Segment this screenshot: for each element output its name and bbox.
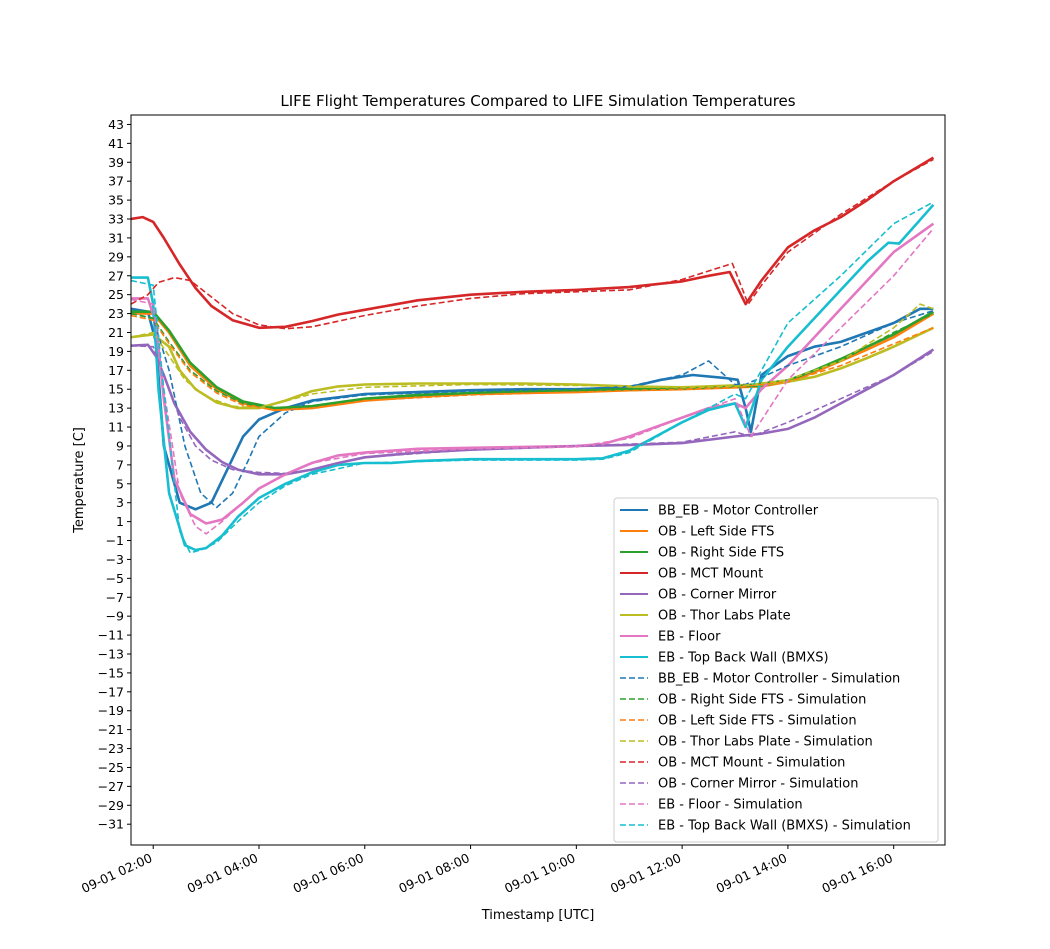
y-axis: 434139373533312927252321191715131197531−… [98,117,131,832]
y-tick-label: 27 [108,268,124,283]
legend-label: BB_EB - Motor Controller - Simulation [658,672,900,687]
series-line-9 [131,309,934,509]
y-tick-label: 21 [108,325,124,340]
y-tick-label: −5 [106,571,124,586]
x-tick-label: 09-01 02:00 [79,850,155,896]
y-tick-label: −13 [98,646,124,661]
legend-label: EB - Floor - Simulation [658,798,803,813]
y-tick-label: 23 [108,306,124,321]
y-tick-label: 3 [116,495,124,510]
y-tick-label: −3 [106,552,124,567]
y-tick-label: 33 [108,212,124,227]
legend-label: EB - Top Back Wall (BMXS) - Simulation [658,819,911,834]
y-tick-label: 25 [108,287,124,302]
x-tick-label: 09-01 08:00 [396,850,472,896]
legend-label: OB - Left Side FTS - Simulation [658,714,857,729]
legend-label: EB - Floor [658,630,721,645]
y-tick-label: −15 [98,665,124,680]
legend-label: OB - Corner Mirror [658,588,777,603]
series-line-8 [131,203,935,552]
x-tick-label: 09-01 16:00 [819,850,895,896]
series-line-2 [131,312,935,412]
y-tick-label: −29 [98,798,124,813]
y-tick-label: 37 [108,174,124,189]
y-tick-label: −11 [98,628,124,643]
y-tick-label: 17 [108,363,124,378]
y-tick-label: 31 [108,230,124,245]
legend: BB_EB - Motor Controller OB - Left Side F… [613,497,939,843]
legend-label: OB - Right Side FTS - Simulation [658,693,866,708]
legend-label: OB - Thor Labs Plate - Simulation [658,735,873,750]
y-tick-label: 1 [116,514,124,529]
y-tick-label: −21 [98,722,124,737]
y-tick-label: 29 [108,249,124,264]
y-tick-label: 39 [108,155,124,170]
y-tick-label: −27 [98,779,124,794]
y-tick-label: −1 [106,533,124,548]
x-tick-label: 09-01 06:00 [291,850,367,896]
plot-frame [130,114,946,846]
legend-label: OB - Corner Mirror - Simulation [658,777,858,792]
series-line-4 [131,156,935,330]
y-tick-label: 5 [116,476,124,491]
legend-label: EB - Top Back Wall (BMXS) [658,651,829,666]
y-tick-label: 11 [108,420,124,435]
plot-layer [131,156,935,554]
y-tick-label: −19 [98,703,124,718]
x-tick-label: 09-01 04:00 [185,850,261,896]
series-line-6 [131,326,934,410]
y-tick-label: −31 [98,817,124,832]
y-tick-label: −17 [98,684,124,699]
y-tick-label: −9 [106,609,124,624]
series-line-12 [131,303,934,409]
y-tick-label: −7 [106,590,124,605]
legend-label: OB - Thor Labs Plate [658,609,791,624]
legend-label: BB_EB - Motor Controller [658,504,819,519]
legend-label: OB - Right Side FTS [658,546,784,561]
y-tick-label: 43 [108,117,124,132]
y-tick-label: 19 [108,344,124,359]
y-tick-label: −23 [98,741,124,756]
y-tick-label: 7 [116,457,124,472]
legend-label: OB - MCT Mount - Simulation [658,756,845,771]
series-line-15 [131,227,935,535]
y-tick-label: 15 [108,382,124,397]
y-tick-label: 35 [108,193,124,208]
y-axis-label: Temperature [C] [72,427,87,534]
x-tick-label: 09-01 14:00 [714,850,790,896]
x-axis-label: Timestamp [UTC] [481,908,595,923]
legend-box [613,497,939,843]
series-line-13 [131,158,934,330]
legend-label: OB - MCT Mount [658,567,763,582]
series-line-14 [131,344,934,475]
chart-title: LIFE Flight Temperatures Compared to LIF… [280,92,795,110]
series-line-11 [131,314,934,411]
series-line-7 [131,222,935,525]
x-tick-label: 09-01 12:00 [608,850,684,896]
y-tick-label: −25 [98,760,124,775]
x-axis: 09-01 02:00 09-01 04:00 09-01 06:00 09-01 0… [79,845,895,896]
y-tick-label: 9 [116,438,124,453]
y-tick-label: 41 [108,136,124,151]
x-tick-label: 09-01 10:00 [502,850,578,896]
y-tick-label: 13 [108,401,124,416]
series-line-16 [131,201,934,554]
legend-label: OB - Left Side FTS [658,525,774,540]
